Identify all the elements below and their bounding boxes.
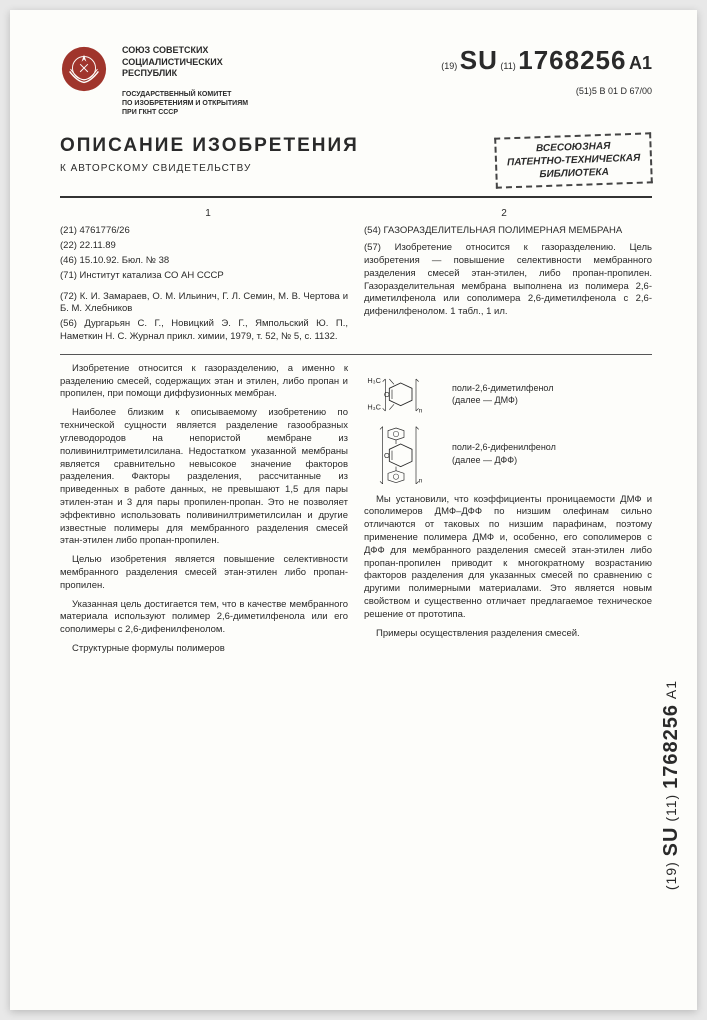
meta-71: (71) Институт катализа СО АН СССР: [60, 270, 348, 283]
svg-text:O: O: [384, 390, 390, 399]
abstract-title: (54) ГАЗОРАЗДЕЛИТЕЛЬНАЯ ПОЛИМЕРНАЯ МЕМБР…: [364, 225, 652, 238]
suffix: A1: [629, 53, 652, 73]
formula-1-label: поли-2,6-диметилфенол (далее — ДМФ): [452, 382, 553, 406]
class-value: B 01 D 67/00: [599, 86, 652, 96]
header: СОЮЗ СОВЕТСКИХ СОЦИАЛИСТИЧЕСКИХ РЕСПУБЛИ…: [60, 45, 652, 117]
committee-text: ГОСУДАРСТВЕННЫЙ КОМИТЕТ ПО ИЗОБРЕТЕНИЯМ …: [122, 90, 441, 117]
formula-2-label: поли-2,6-дифенилфенол (далее — ДФФ): [452, 441, 556, 465]
body-p5: Структурные формулы полимеров: [60, 643, 348, 656]
abstract-text: (57) Изобретение относится к газоразделе…: [364, 242, 652, 319]
code19: (19): [441, 61, 457, 71]
column-numbers: 1 2: [60, 208, 652, 219]
meta-72: (72) К. И. Замараев, О. М. Ильинич, Г. Л…: [60, 291, 348, 317]
patent-number: (19) SU (11) 1768256 A1: [441, 45, 652, 76]
formula-2: O n поли-2,6-дифенилфенол (далее — ДФ: [364, 424, 652, 484]
number: 1768256: [518, 45, 626, 75]
side-code11: (11): [663, 794, 679, 822]
body-right: H₃C H₃C O n поли-2,6-диметилфенол (дале: [364, 363, 652, 662]
classification: (51)5 B 01 D 67/00: [441, 86, 652, 96]
svg-text:n: n: [419, 477, 423, 483]
side-code19: (19): [663, 861, 679, 890]
svg-text:H₃C: H₃C: [367, 376, 381, 385]
formula-block: H₃C H₃C O n поли-2,6-диметилфенол (дале: [364, 371, 652, 484]
divider: [60, 354, 652, 355]
meta-columns: (21) 4761776/26 (22) 22.11.89 (46) 15.10…: [60, 225, 652, 346]
meta-right: (54) ГАЗОРАЗДЕЛИТЕЛЬНАЯ ПОЛИМЕРНАЯ МЕМБР…: [364, 225, 652, 346]
side-suffix: A1: [663, 680, 679, 699]
formula-1-icon: H₃C H₃C O n: [364, 371, 444, 418]
meta-56: (56) Дургарьян С. Г., Новицкий Э. Г., Ям…: [60, 318, 348, 344]
svg-text:H₃C: H₃C: [367, 403, 381, 412]
class-code: (51)5: [576, 86, 597, 96]
header-right: (19) SU (11) 1768256 A1 (51)5 B 01 D 67/…: [441, 45, 652, 96]
col-num-right: 2: [501, 208, 507, 219]
side-country: SU: [660, 826, 682, 856]
union-text: СОЮЗ СОВЕТСКИХ СОЦИАЛИСТИЧЕСКИХ РЕСПУБЛИ…: [122, 45, 441, 80]
formula-1: H₃C H₃C O n поли-2,6-диметилфенол (дале: [364, 371, 652, 418]
meta-left: (21) 4761776/26 (22) 22.11.89 (46) 15.10…: [60, 225, 348, 346]
body-p4: Указанная цель достигается тем, что в ка…: [60, 599, 348, 637]
code11: (11): [500, 61, 515, 71]
body-p1: Изобретение относится к газоразделению, …: [60, 363, 348, 401]
meta-22: (22) 22.11.89: [60, 240, 348, 253]
body-columns: Изобретение относится к газоразделению, …: [60, 363, 652, 662]
body-p6: Мы установили, что коэффициенты проницае…: [364, 494, 652, 622]
svg-text:n: n: [419, 407, 423, 414]
formula-2-icon: O n: [364, 424, 444, 484]
meta-46: (46) 15.10.92. Бюл. № 38: [60, 255, 348, 268]
country-code: SU: [460, 45, 498, 75]
header-union: СОЮЗ СОВЕТСКИХ СОЦИАЛИСТИЧЕСКИХ РЕСПУБЛИ…: [122, 45, 441, 117]
patent-page: СОЮЗ СОВЕТСКИХ СОЦИАЛИСТИЧЕСКИХ РЕСПУБЛИ…: [10, 10, 697, 1010]
title-row: ОПИСАНИЕ ИЗОБРЕТЕНИЯ К АВТОРСКОМУ СВИДЕТ…: [60, 135, 652, 198]
title-main: ОПИСАНИЕ ИЗОБРЕТЕНИЯ: [60, 135, 485, 157]
body-p2: Наиболее близким к описываемому изобрете…: [60, 407, 348, 548]
col-num-left: 1: [205, 208, 211, 219]
side-number: 1768256: [660, 704, 682, 789]
meta-21: (21) 4761776/26: [60, 225, 348, 238]
title-sub: К АВТОРСКОМУ СВИДЕТЕЛЬСТВУ: [60, 163, 485, 174]
body-p7: Примеры осуществления разделения смесей.: [364, 628, 652, 641]
side-patent-number: (19) SU (11) 1768256 A1: [660, 680, 683, 890]
body-left: Изобретение относится к газоразделению, …: [60, 363, 348, 662]
library-stamp: ВСЕСОЮЗНАЯ ПАТЕНТНО-ТЕХНИЧЕСКАЯ БИБЛИОТЕ…: [494, 133, 653, 189]
svg-text:O: O: [384, 451, 390, 460]
body-p3: Целью изобретения является повышение сел…: [60, 554, 348, 592]
ussr-emblem-icon: [60, 45, 108, 93]
